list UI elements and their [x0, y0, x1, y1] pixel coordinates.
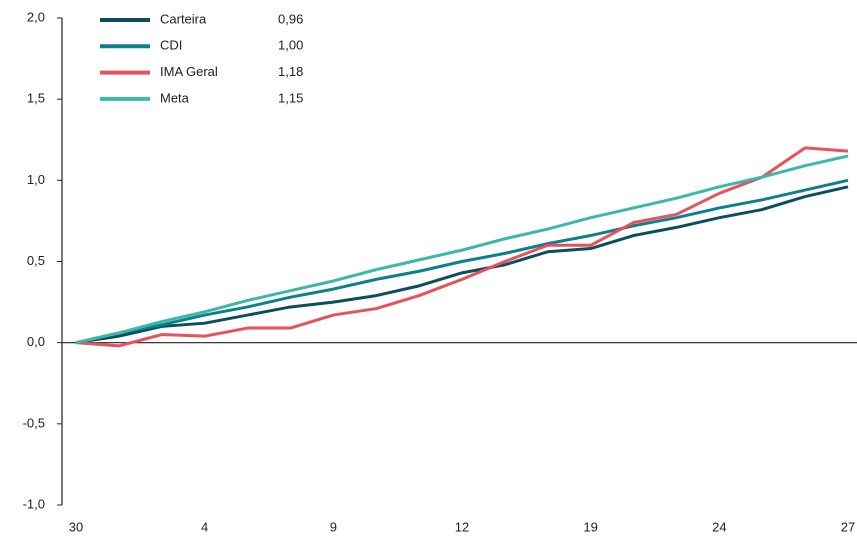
legend-value: 1,15	[278, 90, 303, 105]
y-tick-label: -0,5	[23, 415, 45, 430]
legend-label: Carteira	[160, 11, 207, 26]
series-line	[75, 146, 849, 348]
x-tick-label: 24	[712, 519, 726, 534]
x-tick-label: 27	[841, 519, 855, 534]
y-tick-label: -1,0	[23, 496, 45, 511]
y-tick-label: 0,0	[27, 334, 45, 349]
x-tick-label: 9	[330, 519, 337, 534]
series-line	[75, 178, 849, 345]
legend-value: 0,96	[278, 11, 303, 26]
legend-label: Meta	[160, 90, 190, 105]
x-tick-label: 4	[201, 519, 208, 534]
x-tick-label: 19	[583, 519, 597, 534]
y-tick-label: 1,5	[27, 91, 45, 106]
series-line	[75, 154, 849, 345]
x-tick-label: 12	[455, 519, 469, 534]
series-line	[75, 185, 849, 345]
legend-label: IMA Geral	[160, 64, 218, 79]
legend-label: CDI	[160, 38, 182, 53]
legend-value: 1,18	[278, 64, 303, 79]
legend-value: 1,00	[278, 38, 303, 53]
y-tick-label: 2,0	[27, 9, 45, 24]
y-tick-label: 0,5	[27, 253, 45, 268]
x-tick-label: 30	[69, 519, 83, 534]
y-tick-label: 1,0	[27, 172, 45, 187]
